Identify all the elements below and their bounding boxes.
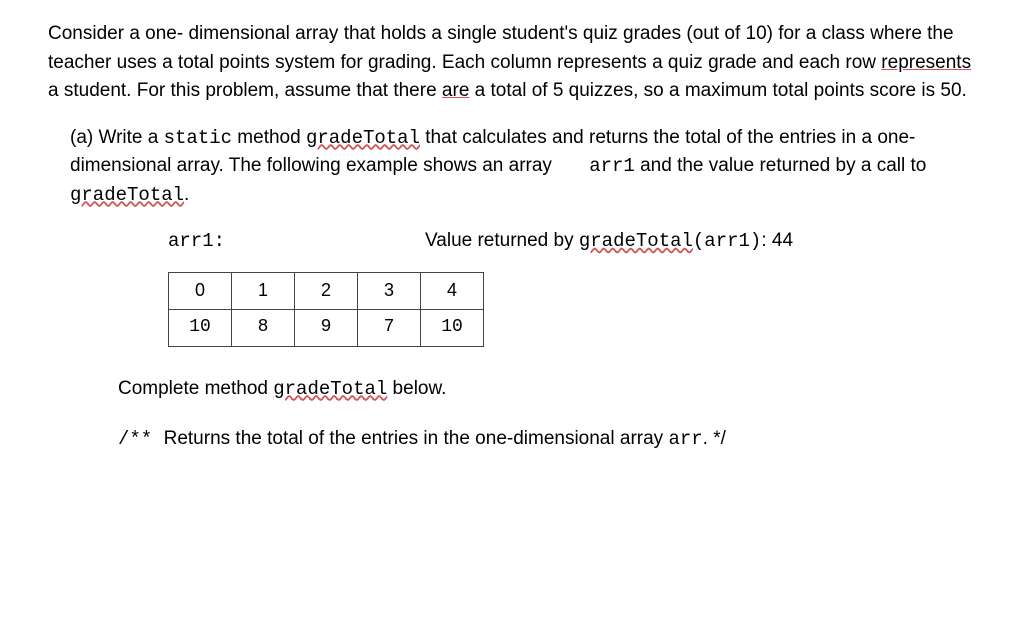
call-args: (arr1) [693,230,761,252]
intro-text-2: a student. For this problem, assume that… [48,80,442,101]
value-cell: 8 [232,309,295,346]
intro-represents: represents [881,52,971,73]
complete-line: Complete method gradeTotal below. [48,375,976,404]
comment-text: Returns the total of the entries in the … [164,428,669,449]
value-cell: 9 [295,309,358,346]
gradetotal-complete: gradeTotal [273,378,387,400]
arr1-label: arr1: [168,227,225,256]
part-a-t2: method [232,127,306,148]
returned-suffix: : 44 [761,230,793,251]
gradetotal-1: gradeTotal [306,127,420,149]
index-cell: 4 [421,272,484,309]
intro-are: are [442,80,469,101]
table-row: 10 8 9 7 10 [169,309,484,346]
returned-prefix: Value returned by [425,230,579,251]
index-cell: 0 [169,272,232,309]
index-cell: 1 [232,272,295,309]
part-a-t1: Write a [99,127,164,148]
arr1-inline: arr1 [589,155,635,177]
example-labels-row: arr1: Value returned by gradeTotal(arr1)… [48,227,976,256]
index-cell: 3 [358,272,421,309]
gradetotal-2: gradeTotal [70,184,184,206]
comment-arr: arr [668,428,702,450]
intro-text-1: Consider a one- dimensional array that h… [48,23,954,73]
part-a-label: (a) [70,127,99,148]
complete-t2: below. [387,378,446,399]
gradetotal-call: gradeTotal [579,230,693,252]
array-table-wrap: 0 1 2 3 4 10 8 9 7 10 [48,272,976,347]
doc-comment: /** Returns the total of the entries in … [48,425,976,454]
comment-open: /** [118,428,164,450]
page-root: Consider a one- dimensional array that h… [0,0,1024,625]
part-a-paragraph: (a) Write a static method gradeTotal tha… [48,124,976,210]
part-a-t4: and the value returned by a call to [635,155,927,176]
value-cell: 7 [358,309,421,346]
part-a-dot: . [184,184,189,205]
static-keyword: static [164,127,232,149]
array-table: 0 1 2 3 4 10 8 9 7 10 [168,272,484,347]
value-returned-label: Value returned by gradeTotal(arr1): 44 [425,227,793,256]
value-cell: 10 [169,309,232,346]
comment-close: . */ [703,428,726,449]
intro-paragraph: Consider a one- dimensional array that h… [48,20,976,106]
index-cell: 2 [295,272,358,309]
table-row: 0 1 2 3 4 [169,272,484,309]
intro-text-3: a total of 5 quizzes, so a maximum total… [469,80,966,101]
complete-t1: Complete method [118,378,273,399]
value-cell: 10 [421,309,484,346]
